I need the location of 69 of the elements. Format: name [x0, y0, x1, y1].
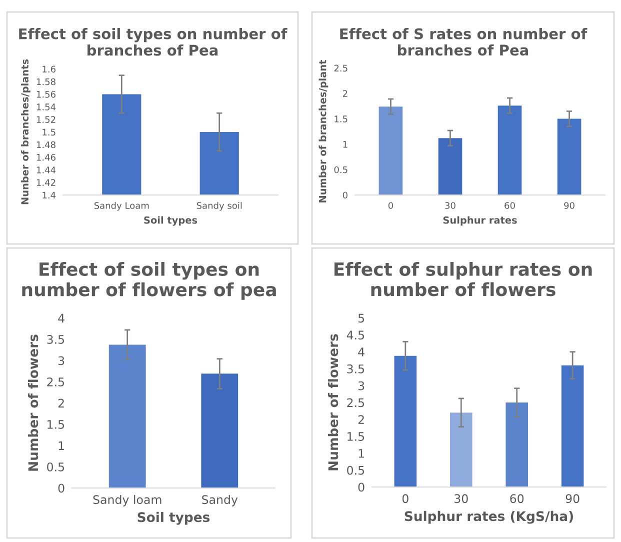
y-tick-label: 2 — [342, 90, 348, 97]
y-tick-label: 0.5 — [334, 166, 348, 174]
x-tick-label: 0 — [388, 202, 393, 209]
x-axis-title: Soil types — [138, 512, 210, 525]
y-tick-label: 1.5 — [348, 432, 364, 441]
chart-title: Effect of soil types on number of flowers of pea — [22, 262, 276, 300]
x-axis-title: Soil types — [144, 216, 198, 226]
x-axis-title: Sulphur rates (KgS/ha) — [404, 510, 573, 524]
y-tick-label: 1.44 — [36, 166, 56, 174]
y-tick-label: 3 — [358, 381, 364, 390]
bar — [378, 106, 403, 195]
y-tick-label: 3.5 — [347, 364, 364, 374]
y-tick-label: 1.5 — [48, 420, 64, 429]
y-tick-label: 4 — [358, 348, 364, 356]
y-tick-label: 1 — [343, 141, 348, 148]
chart-title: Effect of S rates on number of branches of Pea — [340, 28, 588, 56]
y-tick-label: 1 — [58, 441, 64, 450]
y-tick-label: 0 — [342, 192, 348, 199]
y-tick-label: 1 — [358, 449, 364, 458]
x-tick-label: 90 — [566, 494, 580, 504]
y-tick-label: 1.42 — [36, 179, 56, 186]
y-tick-label: 1.58 — [36, 78, 56, 86]
y-tick-label: 0 — [358, 482, 364, 492]
y-tick-label: 0.5 — [347, 466, 364, 475]
y-tick-label: 2.5 — [334, 64, 348, 72]
y-tick-label: 3 — [58, 356, 64, 366]
y-tick-label: 1.46 — [36, 154, 56, 161]
y-tick-label: 0 — [58, 484, 64, 493]
y-axis-title: Number of branches/plant — [318, 60, 328, 202]
chart-title: Effect of sulphur rates on number of flowers — [334, 262, 592, 296]
x-tick-label: Sandy soil — [196, 202, 242, 211]
y-axis-title: Nunber of branches/plants — [20, 59, 30, 204]
x-axis-title: Sulphur rates — [443, 216, 517, 226]
y-tick-label: 1.54 — [36, 104, 56, 110]
y-tick-label: 1.6 — [42, 66, 56, 73]
y-tick-label: 3.5 — [47, 334, 64, 344]
y-tick-label: 1.56 — [36, 90, 56, 98]
bar — [438, 138, 462, 195]
y-tick-label: 2.5 — [47, 377, 64, 386]
bar — [557, 118, 582, 195]
x-tick-label: 90 — [564, 202, 574, 209]
bar — [506, 402, 528, 487]
y-axis-title: Number of flowers — [28, 334, 38, 471]
y-tick-label: 2 — [358, 415, 364, 424]
y-tick-label: 4.5 — [346, 330, 364, 340]
x-tick-label: 0 — [402, 494, 408, 504]
y-tick-label: 2 — [58, 398, 64, 408]
y-tick-label: 1.48 — [36, 141, 56, 148]
x-tick-label: 60 — [504, 202, 515, 209]
y-tick-label: 0.5 — [47, 462, 64, 472]
y-tick-label: 1.52 — [36, 116, 56, 123]
y-tick-label: 1.5 — [42, 128, 56, 136]
x-tick-label: 30 — [445, 202, 456, 209]
y-tick-label: 4 — [58, 314, 64, 322]
y-tick-label: 5 — [358, 314, 364, 323]
x-tick-label: 30 — [454, 494, 468, 504]
y-tick-label: 1.5 — [334, 116, 348, 122]
bar — [498, 106, 522, 195]
x-tick-label: Sandy Loam — [94, 202, 149, 211]
x-tick-label: Sandy — [202, 494, 238, 506]
bar — [394, 356, 417, 487]
bar — [450, 412, 472, 487]
bar — [561, 365, 584, 487]
y-tick-label: 2.5 — [347, 398, 364, 408]
x-tick-label: 60 — [510, 494, 524, 504]
chart-title: Effect of soil types on number of branches of Pea — [19, 28, 288, 56]
y-axis-title: Number of flowers — [328, 334, 338, 470]
y-tick-label: 1.4 — [42, 192, 56, 198]
x-tick-label: Sandy loam — [93, 494, 162, 506]
